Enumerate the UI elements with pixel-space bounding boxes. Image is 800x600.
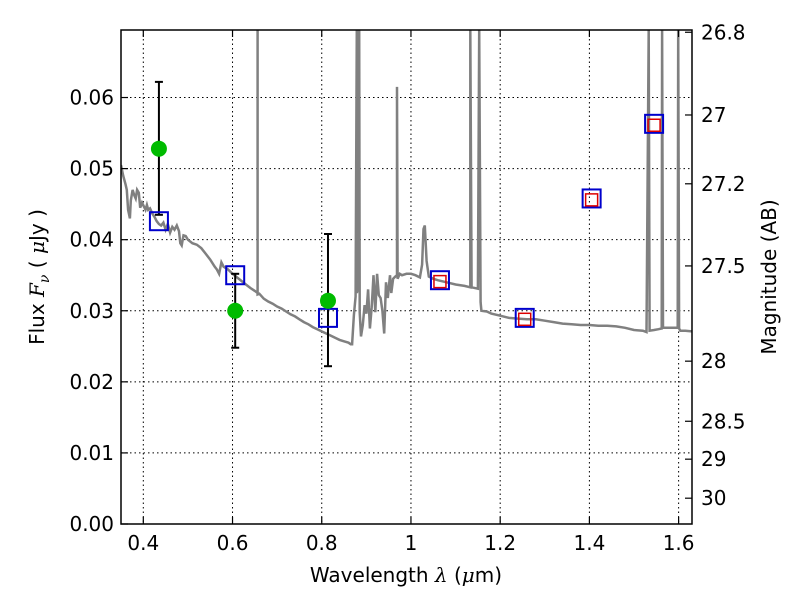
- model-photometry-square: [514, 307, 535, 328]
- model-photometry-inner-square: [517, 312, 532, 327]
- y2-tick-label: 27.2: [701, 172, 746, 196]
- y-tick-label: 0.03: [69, 299, 114, 323]
- data-marks: [148, 80, 665, 368]
- x-tick-label: 1.6: [663, 531, 695, 555]
- y2-tick-label: 30: [701, 486, 726, 510]
- grid: [121, 30, 692, 525]
- model-photometry-square: [148, 211, 169, 232]
- y-axis-label: Flux Fν ( μJy ): [25, 209, 53, 345]
- y2-tick-label: 26.8: [701, 20, 746, 44]
- observed-point: [150, 140, 167, 157]
- y-tick-label: 0.04: [69, 228, 114, 252]
- right-axis-label: Magnitude (AB): [757, 199, 781, 354]
- model-photometry-inner-square: [584, 193, 599, 207]
- y2-tick-label: 28: [701, 349, 726, 373]
- y-tick-label: 0.00: [69, 512, 114, 536]
- y-tick-label: 0.06: [69, 86, 114, 110]
- axis-ticks: 0.4 0.6 0.8 1 1.2 1.4 1.6 0.00 0.01 0.02 0.03 0.04 0…: [69, 20, 745, 555]
- y-tick-label: 0.05: [69, 157, 114, 181]
- x-tick-label: 0.8: [306, 531, 338, 555]
- observed-point: [319, 292, 336, 309]
- model-photometry-square: [317, 307, 338, 328]
- model-photometry-square: [225, 265, 246, 286]
- y2-tick-label: 28.5: [701, 409, 746, 433]
- observed-point: [227, 302, 244, 319]
- x-tick-label: 1.2: [484, 531, 516, 555]
- x-tick-label: 1: [405, 531, 418, 555]
- y2-tick-label: 29: [701, 447, 726, 471]
- model-photometry-square: [644, 113, 665, 134]
- y-tick-label: 0.01: [69, 441, 114, 465]
- x-axis-label: Wavelength λ (μm): [310, 563, 502, 587]
- y-tick-label: 0.02: [69, 370, 114, 394]
- y2-tick-label: 27.5: [701, 254, 746, 278]
- x-tick-label: 0.6: [217, 531, 249, 555]
- plot-frame: [120, 29, 693, 525]
- model-photometry-square: [581, 188, 602, 209]
- y2-tick-label: 27: [701, 103, 726, 127]
- model-spectrum-line: [121, 30, 692, 346]
- x-tick-label: 1.4: [573, 531, 605, 555]
- model-photometry-square: [429, 270, 450, 291]
- model-photometry-inner-square: [647, 118, 661, 132]
- x-tick-label: 0.4: [127, 531, 159, 555]
- model-photometry-inner-square: [433, 274, 447, 289]
